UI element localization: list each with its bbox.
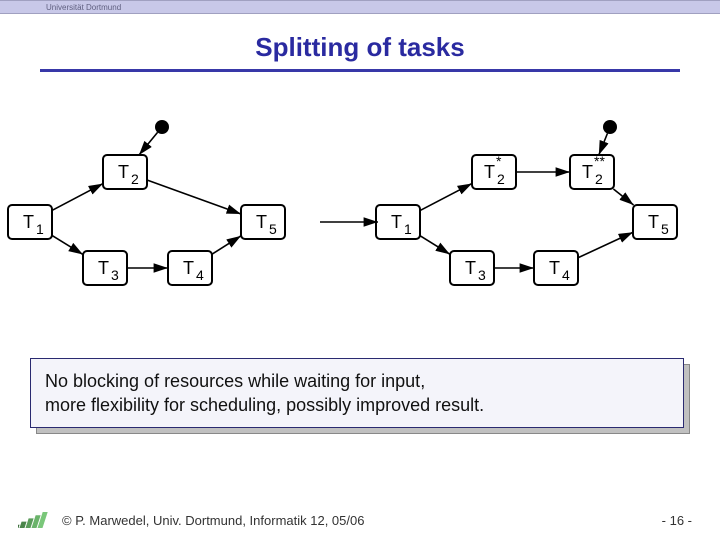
footer-logo-icon	[18, 508, 52, 532]
svg-text:2: 2	[131, 171, 139, 187]
university-label: Universität Dortmund	[46, 3, 121, 12]
svg-text:T: T	[549, 258, 560, 278]
svg-text:T: T	[484, 162, 495, 182]
svg-text:T: T	[465, 258, 476, 278]
page-title: Splitting of tasks	[0, 32, 720, 63]
svg-text:2: 2	[497, 171, 505, 187]
svg-text:T: T	[183, 258, 194, 278]
svg-text:2: 2	[595, 171, 603, 187]
svg-text:T: T	[118, 162, 129, 182]
svg-text:1: 1	[404, 221, 412, 237]
svg-text:5: 5	[269, 221, 277, 237]
svg-text:T: T	[391, 212, 402, 232]
svg-text:T: T	[582, 162, 593, 182]
svg-text:3: 3	[111, 267, 119, 283]
svg-text:3: 3	[478, 267, 486, 283]
svg-text:T: T	[256, 212, 267, 232]
copyright-label: © P. Marwedel, Univ. Dortmund, Informati…	[62, 513, 364, 528]
svg-text:T: T	[23, 212, 34, 232]
svg-text:4: 4	[562, 267, 570, 283]
page-number: - 16 -	[662, 513, 692, 528]
note-box: No blocking of resources while waiting f…	[30, 358, 684, 428]
diagram-svg: T1T2T3T4T5T1T2*T2**T3T4T5	[0, 72, 720, 332]
svg-text:T: T	[98, 258, 109, 278]
note-line1: No blocking of resources while waiting f…	[45, 369, 669, 393]
header-band: Universität Dortmund	[0, 0, 720, 14]
svg-text:T: T	[648, 212, 659, 232]
note-line2: more flexibility for scheduling, possibl…	[45, 393, 669, 417]
task-split-diagram: T1T2T3T4T5T1T2*T2**T3T4T5	[0, 72, 720, 332]
svg-text:4: 4	[196, 267, 204, 283]
slide-footer: © P. Marwedel, Univ. Dortmund, Informati…	[0, 508, 720, 532]
svg-text:5: 5	[661, 221, 669, 237]
svg-text:**: **	[594, 153, 605, 169]
svg-text:*: *	[496, 153, 502, 169]
svg-text:1: 1	[36, 221, 44, 237]
